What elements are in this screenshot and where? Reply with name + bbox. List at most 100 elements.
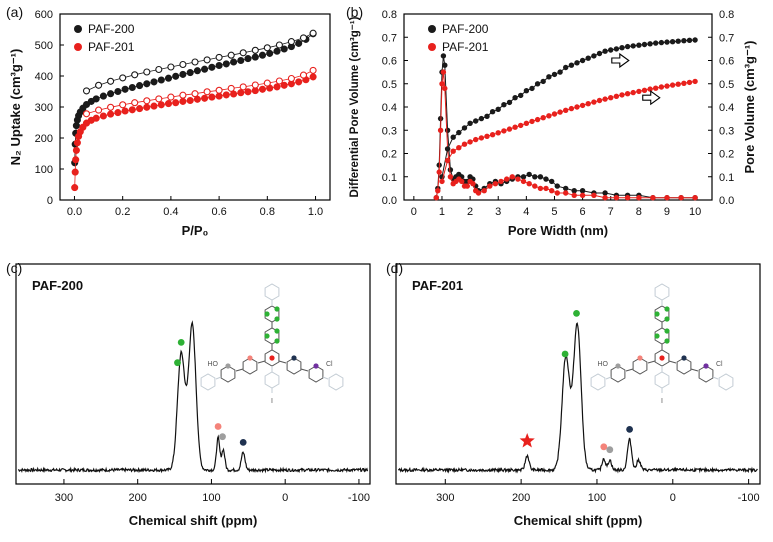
atom-marker	[681, 355, 687, 361]
x-tick-label: 10	[689, 206, 701, 218]
y-tick-label-left: 0.2	[382, 149, 397, 161]
benzene-ring	[718, 373, 734, 391]
substituent-label-right: Cl	[716, 361, 723, 368]
panel-c-chart: 300 200 100 0 -100 Chemical shift (ppm) PAF-20…	[15, 263, 371, 528]
x-tick-label: 9	[664, 206, 670, 218]
x-tick-label: 0	[670, 492, 676, 504]
atom-marker	[637, 355, 643, 361]
x-axis-label: Chemical shift (ppm)	[129, 513, 258, 528]
peak-assignment-dot	[177, 339, 185, 346]
atom-marker	[664, 316, 670, 322]
sample-label: PAF-200	[32, 278, 83, 293]
y-tick-label-right: 0.3	[719, 125, 734, 137]
bond	[257, 360, 266, 364]
peak-assignment-dot	[573, 310, 580, 317]
atom-marker	[664, 338, 670, 344]
x-tick-label: 5	[551, 206, 557, 218]
bond	[625, 368, 634, 372]
benzene-ring	[610, 365, 626, 383]
legend-marker	[428, 43, 436, 51]
y-tick-label-left: 0.0	[382, 195, 397, 207]
substituent-label-bottom: I	[271, 398, 273, 405]
substituent-label-bottom: I	[661, 398, 663, 405]
x-tick-label: 1.0	[308, 206, 323, 218]
bond	[215, 376, 222, 380]
legend-marker	[74, 25, 82, 33]
series-PAF-201-desorption	[82, 66, 317, 118]
peak-assignment-dot	[174, 359, 181, 367]
y-tick-label-left: 0.8	[382, 9, 397, 21]
y-tick-label: 200	[35, 133, 53, 145]
atom-marker	[659, 355, 665, 361]
substituent-label-left: HO	[208, 361, 219, 368]
benzene-ring	[654, 371, 670, 389]
y-tick-label-right: 0.8	[719, 9, 734, 21]
bond	[712, 376, 719, 380]
panel-c: (c) 300 200 100 0 -100 Chemical shift (ppm) PA…	[4, 258, 380, 538]
axis-pointer-arrow	[642, 90, 661, 106]
atom-marker	[225, 363, 231, 369]
bond	[668, 360, 677, 364]
atom-marker	[313, 363, 319, 369]
x-tick-label: 0.6	[211, 206, 226, 218]
molecular-structure-inset: HO Cl I	[590, 283, 734, 405]
y-axis-label-right: Pore Volume (cm³g⁻¹)	[742, 40, 757, 173]
x-tick-label: -100	[348, 492, 370, 504]
x-tick-label: 4	[523, 206, 529, 218]
plot-frame	[395, 263, 761, 485]
atom-marker	[269, 355, 275, 361]
y-tick-label-right: 0.1	[719, 172, 734, 184]
bond	[278, 360, 287, 364]
bond	[322, 376, 329, 380]
panel-d: (d) 300 200 100 0 -100 Chemical shift (ppm) PA…	[384, 258, 770, 538]
peak-assignment-dot	[561, 350, 569, 358]
plot-frame	[15, 263, 371, 485]
x-tick-label: 200	[129, 492, 147, 504]
x-tick-label: 0	[411, 206, 417, 218]
benzene-ring	[698, 365, 714, 383]
molecular-structure-inset: HO Cl I	[200, 283, 344, 405]
series-PAF-200-desorption	[82, 29, 317, 95]
panel-b: (b) 0 1 2 3 4 5 6 7 8 9 10 0.0 0.0 0.1 0.1 0.2 0.2 0.3 0.3…	[344, 2, 770, 254]
x-axis-label: Chemical shift (ppm)	[514, 513, 643, 528]
atom-marker	[703, 363, 709, 369]
y-axis-label: N₂ Uptake (cm³g⁻¹)	[8, 49, 23, 166]
bond	[605, 376, 612, 380]
atom-marker	[664, 328, 670, 334]
legend-label: PAF-200	[88, 22, 135, 36]
y-tick-label-left: 0.7	[382, 32, 397, 44]
y-tick-label-right: 0.7	[719, 32, 734, 44]
atom-marker	[291, 355, 297, 361]
x-tick-label: 0.2	[115, 206, 130, 218]
atom-marker	[654, 311, 660, 317]
atom-marker	[615, 363, 621, 369]
y-tick-label: 400	[35, 71, 53, 83]
x-axis-label: Pore Width (nm)	[508, 223, 608, 238]
bond	[300, 368, 309, 372]
y-tick-label-left: 0.3	[382, 125, 397, 137]
x-tick-label: 3	[495, 206, 501, 218]
benzene-ring	[264, 371, 280, 389]
x-tick-label: 8	[636, 206, 642, 218]
bond	[690, 368, 699, 372]
y-tick-label-left: 0.4	[382, 102, 397, 114]
y-tick-label-right: 0.4	[719, 102, 734, 114]
x-tick-label: 200	[512, 492, 530, 504]
x-tick-label: 6	[580, 206, 586, 218]
atom-marker	[664, 306, 670, 312]
atom-marker	[274, 316, 280, 322]
benzene-ring	[590, 373, 606, 391]
benzene-ring	[286, 357, 302, 375]
y-tick-label-right: 0.0	[719, 195, 734, 207]
atom-marker	[274, 306, 280, 312]
x-tick-label: 100	[588, 492, 606, 504]
atom-marker	[264, 333, 270, 339]
atom-marker	[247, 355, 253, 361]
series-PAF-200-cumulative	[439, 37, 698, 180]
peak-assignment-dot	[214, 423, 222, 430]
x-tick-label: 0.0	[67, 206, 82, 218]
series-PAF-201-cumulative	[439, 78, 698, 185]
panel-a-chart: 0.0 0.2 0.4 0.6 0.8 1.0 0 100 200 300 400 500 600 P/P…	[8, 9, 331, 238]
legend-marker	[74, 43, 82, 51]
